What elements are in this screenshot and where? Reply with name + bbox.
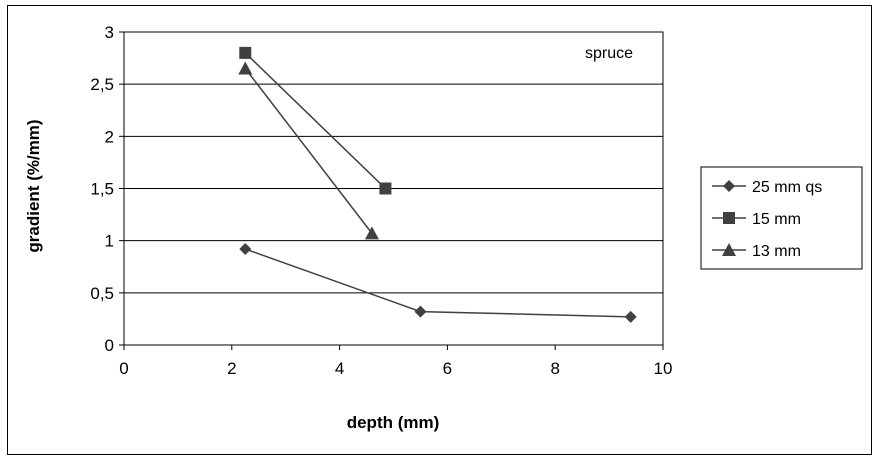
x-tick-label: 2 [227,359,236,378]
data-point [624,310,637,323]
legend-marker [723,180,735,192]
y-tick-label: 2,5 [90,75,114,94]
legend-item: 13 mm [712,243,801,260]
x-tick-label: 6 [443,359,452,378]
data-point [414,305,427,318]
x-tick-label: 10 [654,359,673,378]
y-tick-label: 0,5 [90,284,114,303]
y-tick-label: 0 [105,336,114,355]
y-tick-label: 1 [105,232,114,251]
data-point [238,61,253,75]
series-0 [239,243,637,323]
series-layer [238,46,637,323]
y-tick-label: 1,5 [90,180,114,199]
y-tick-label: 3 [105,23,114,42]
data-point [239,243,252,256]
data-point [364,226,379,240]
axes: 0 0,5 1 1,5 2 2,5 3 0 2 4 6 8 10 [90,23,672,378]
legend-item: 25 mm qs [712,179,822,196]
series-line [244,68,373,234]
data-point [379,182,392,195]
legend-label: 15 mm [752,211,801,228]
legend-marker [722,243,736,256]
grid-lines [124,83,663,294]
x-tick-label: 0 [119,359,128,378]
series-2 [238,61,379,240]
x-axis-title: depth (mm) [347,413,440,432]
y-tick-label: 2 [105,127,114,146]
annotation-label: spruce [585,45,633,62]
legend-marker [723,212,735,224]
series-line [244,52,386,190]
legend-item: 15 mm [712,211,801,228]
legend-label: 25 mm qs [752,179,822,196]
legend: 25 mm qs 15 mm 13 mm [700,166,863,270]
series-1 [239,46,392,195]
legend-label: 13 mm [752,243,801,260]
y-axis-title: gradient (%/mm) [24,119,43,252]
x-tick-label: 4 [335,359,344,378]
x-tick-label: 8 [550,359,559,378]
data-point [239,46,252,59]
